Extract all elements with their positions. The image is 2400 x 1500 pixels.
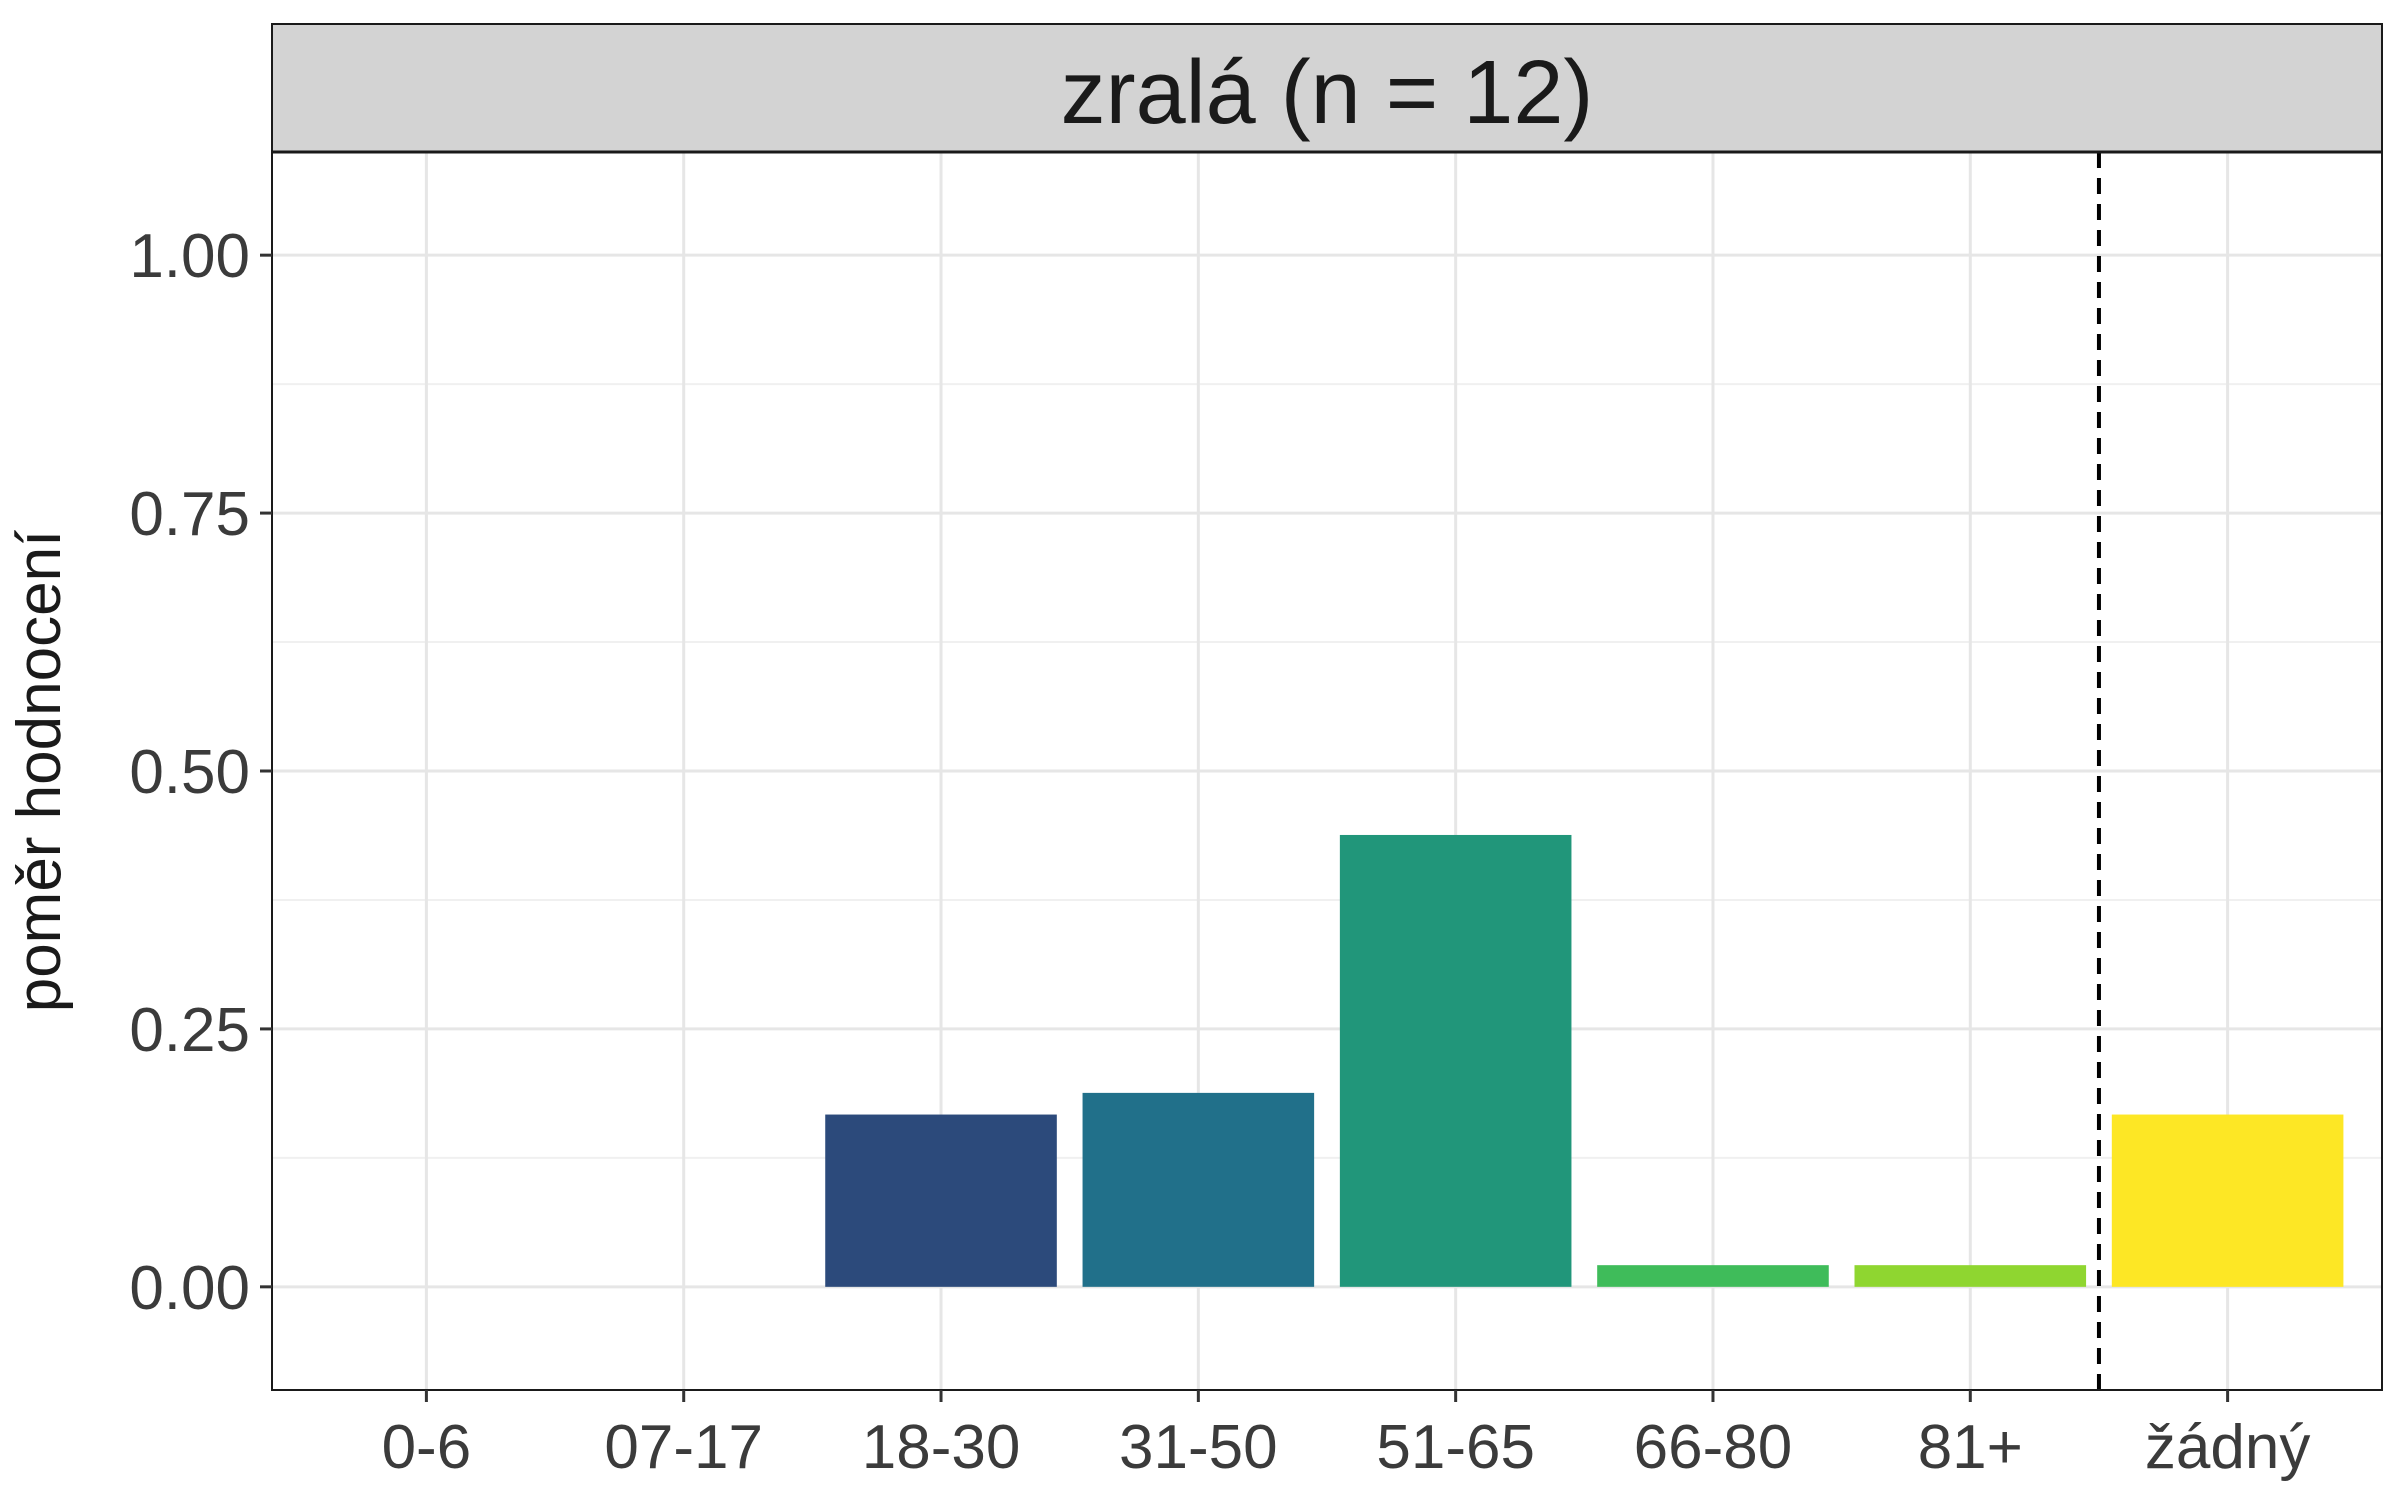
- y-axis: 0.00 0.25 0.50 0.75 1.00: [129, 222, 272, 1323]
- bar-66-80: [1597, 1265, 1829, 1287]
- bar-18-30: [825, 1114, 1057, 1287]
- grid-layer: [272, 152, 2382, 1390]
- x-tick-label: 66-80: [1634, 1413, 1793, 1482]
- x-tick-label: 07-17: [604, 1413, 763, 1482]
- y-tick-label: 0.25: [129, 996, 250, 1065]
- x-tick-label: 51-65: [1376, 1413, 1535, 1482]
- bar-51-65: [1339, 834, 1572, 1287]
- x-tick-label: 18-30: [862, 1413, 1021, 1482]
- y-tick-label: 0.00: [129, 1254, 250, 1323]
- y-tick-label: 0.50: [129, 738, 250, 807]
- y-tick-label: 1.00: [129, 222, 250, 291]
- y-axis-title: poměr hodnocení: [5, 530, 74, 1013]
- y-tick-label: 0.75: [129, 480, 250, 549]
- x-axis: 0-6 07-17 18-30 31-50 51-65 66-80 81+ žádný: [382, 1390, 2310, 1482]
- strip-background: [271, 23, 2383, 153]
- chart-title: zralá (n = 12): [1061, 43, 1594, 143]
- x-tick-label: 31-50: [1119, 1413, 1278, 1482]
- bar-žádný: [2111, 1114, 2344, 1287]
- bar-81+: [1854, 1265, 2087, 1287]
- x-tick-label: 81+: [1918, 1413, 2023, 1482]
- bars-layer: [825, 834, 2344, 1287]
- x-tick-label: 0-6: [382, 1413, 472, 1482]
- x-tick-label: žádný: [2145, 1413, 2310, 1482]
- bar-31-50: [1082, 1092, 1315, 1287]
